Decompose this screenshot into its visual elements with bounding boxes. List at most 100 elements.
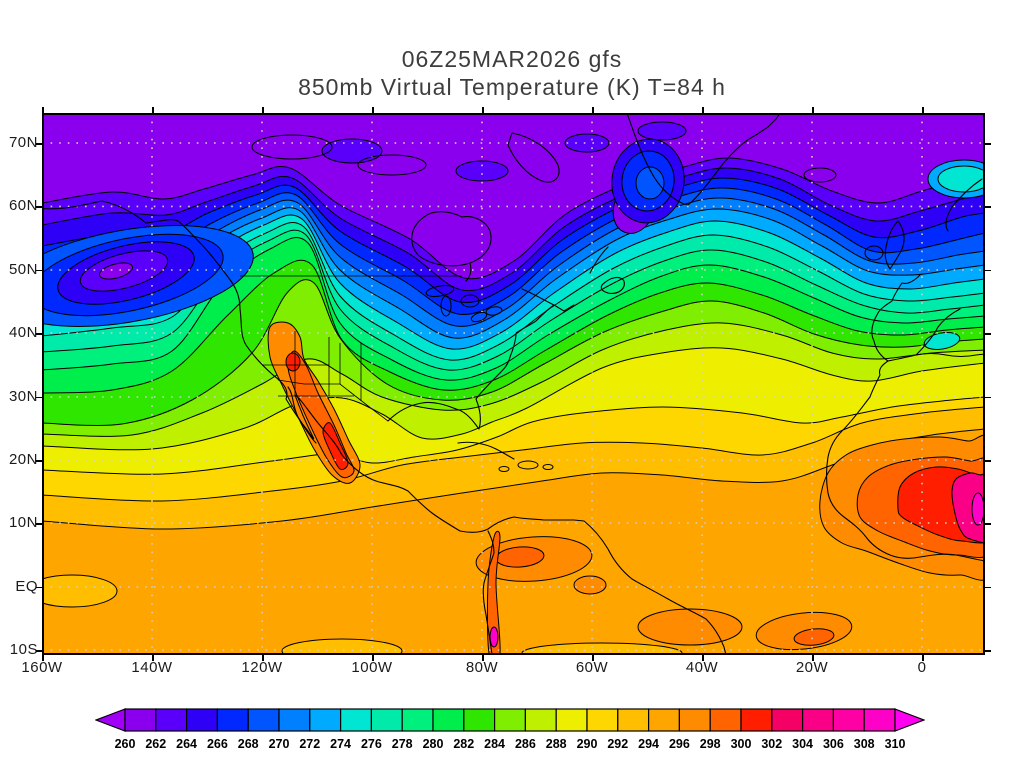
island-or-lake [251,134,333,160]
island-or-lake [517,460,539,470]
lat-tick [36,206,42,208]
lat-tick-right [985,333,991,335]
coastline [521,288,555,306]
colorbar-segment-264-266 [185,708,218,732]
tropical-gold-patch [42,574,118,608]
island-or-lake [460,294,480,308]
colorbar-label-264: 264 [176,737,197,751]
lat-tick-right [985,396,991,399]
colorbar-label-288: 288 [546,737,567,751]
lat-tick [36,396,42,399]
colorbar-label-294: 294 [638,737,659,751]
colorbar: 260 262 264 266 268 270 272 274 276 278 280 282 284 2… [95,708,925,751]
colorbar-segment-298-300 [709,708,742,732]
contour-band-260-262 [42,113,985,280]
lon-tick-top [922,107,924,113]
coastline [600,276,625,294]
colorbar-segment-308-310 [863,708,896,732]
lat-label-10S: 10S [9,641,38,659]
lat-tick-right [985,650,991,652]
lon-label-0: 0 [917,659,927,676]
colorbar-label-270: 270 [269,737,290,751]
coastline [387,304,575,430]
lon-tick-top [152,107,154,113]
contour-pockets [42,121,985,655]
lat-tick-right [985,269,991,272]
colorbar-segment-278-280 [401,708,434,732]
colorbar-label-284: 284 [484,737,505,751]
contour-pocket [98,262,134,280]
colorbar-segment-304-306 [801,708,834,732]
colorbar-segment-286-288 [524,708,557,732]
colorbar-segment-294-296 [647,708,680,732]
mexico-heat-300 [322,422,349,471]
lat-tick-right [985,143,991,145]
lon-label-160W: 160W [21,659,63,676]
lon-tick-top [482,107,484,113]
lat-tick-right [985,460,991,462]
colorbar-segment-266-268 [216,708,249,732]
lat-label-70N: 70N [8,134,38,151]
colorbar-label-268: 268 [238,737,259,751]
coastline [945,178,983,232]
colorbar-segment-272-274 [309,708,342,732]
contour-pocket [793,628,835,646]
colorbar-segment-302-304 [771,708,804,732]
colorbar-label-266: 266 [207,737,228,751]
coastline [465,262,472,282]
island-or-lake [498,466,510,472]
lon-label-100W: 100W [351,659,393,676]
colorbar-segment-290-292 [586,708,619,732]
border-line [277,379,389,422]
contour-pocket [573,575,607,595]
lon-label-20W: 20W [795,659,829,676]
contour-pocket [937,165,985,193]
lat-label-10N: 10N [8,514,38,532]
lat-tick-right [985,523,991,525]
lon-tick [922,655,924,661]
colorbar-label-298: 298 [700,737,721,751]
iberia-cool-pocket [923,332,961,350]
title-line-2: 850mb Virtual Temperature (K) T=84 h [298,74,726,100]
colorbar-label-280: 280 [423,737,444,751]
colorbar-label-304: 304 [792,737,813,751]
contour-pocket [455,160,509,182]
colorbar-segment-270-272 [278,708,311,732]
lon-tick-top [262,107,264,113]
lat-tick [36,460,42,462]
lon-label-40W: 40W [685,659,719,676]
colorbar-label-276: 276 [361,737,382,751]
contour-pocket [635,166,665,200]
lon-label-80W: 80W [465,659,499,676]
colorbar-label-262: 262 [145,737,166,751]
lat-label-60N: 60N [8,197,38,215]
lon-tick-top [42,107,44,113]
lat-tick-right [985,206,991,208]
colorbar-label-260: 260 [115,737,136,751]
colorbar-segment-282-284 [463,708,496,732]
map-frame [42,113,985,655]
amazon-heat [637,608,743,646]
lat-tick [36,650,42,652]
colorbar-label-286: 286 [515,737,536,751]
lon-tick-top [592,107,594,113]
contour-pocket [285,352,301,372]
island-or-lake [425,285,455,297]
coastline [884,220,905,270]
contour-pocket [281,638,403,655]
colorbar-segment-268-270 [247,708,280,732]
colorbar-segment-306-308 [832,708,865,732]
coastline [287,386,317,444]
coastline [482,530,495,655]
colorbar-segment-296-298 [678,708,711,732]
lon-tick [372,655,374,661]
contour-pocket [564,133,610,153]
lat-tick [36,523,42,525]
sahara-heat-maximum [971,492,985,526]
colorbar-segment-276-278 [370,708,403,732]
lon-tick [42,655,44,661]
contour-pocket [637,121,687,141]
temperature-contour-map [42,113,985,655]
island-or-lake [485,306,503,316]
lon-tick-top [372,107,374,113]
